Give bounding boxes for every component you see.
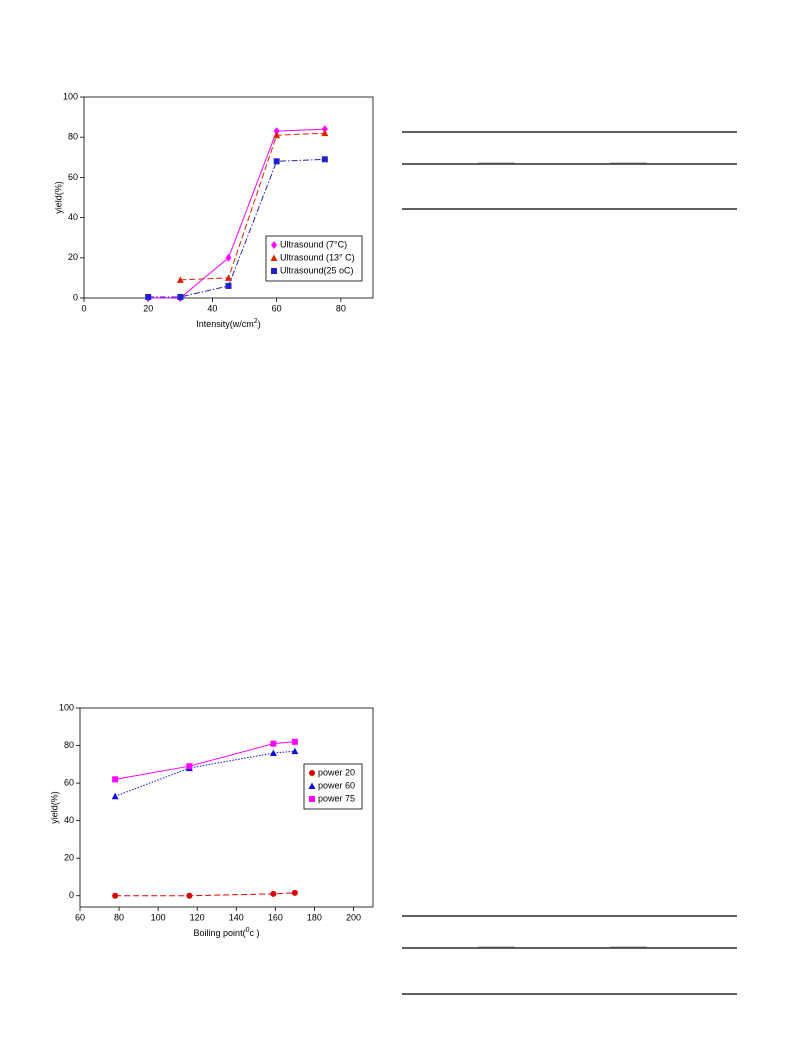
marker: [309, 770, 315, 776]
y-tick-label: 0: [73, 292, 78, 302]
marker: [291, 738, 298, 745]
x-tick-label: 180: [307, 912, 322, 922]
y-tick-label: 100: [63, 91, 78, 101]
marker: [321, 129, 329, 137]
x-tick-label: 80: [336, 303, 346, 313]
x-axis-label-part: Boiling point(: [194, 928, 246, 938]
y-tick-label: 60: [64, 777, 74, 787]
marker: [273, 158, 280, 165]
marker: [270, 254, 278, 261]
y-tick-label: 20: [68, 252, 78, 262]
x-tick-label: 80: [114, 912, 124, 922]
series-line: [115, 892, 295, 897]
y-axis-label: yield(%): [53, 181, 63, 214]
marker: [186, 763, 193, 770]
marker: [291, 889, 298, 896]
y-tick-label: 60: [68, 172, 78, 182]
legend-label: Ultrasound (7°C): [280, 239, 347, 249]
marker: [177, 293, 184, 300]
x-axis-label-part: Intensity(w/cm: [196, 319, 254, 329]
marker: [269, 749, 277, 757]
marker: [186, 892, 193, 899]
y-tick-label: 40: [64, 815, 74, 825]
marker: [291, 747, 299, 755]
table-rules-bottom: [402, 915, 737, 995]
marker: [270, 740, 277, 747]
marker: [145, 293, 152, 300]
y-tick-label: 100: [59, 702, 74, 712]
marker: [225, 253, 232, 262]
x-tick-label: 120: [190, 912, 205, 922]
legend-label: power 60: [318, 780, 355, 790]
y-tick-label: 0: [69, 890, 74, 900]
marker: [308, 782, 316, 789]
x-axis-label-part: c ): [249, 928, 259, 938]
marker: [321, 156, 328, 163]
series-line: [115, 741, 295, 780]
marker: [273, 127, 280, 136]
x-tick-label: 60: [75, 912, 85, 922]
y-tick-label: 40: [68, 212, 78, 222]
y-tick-label: 80: [68, 132, 78, 142]
legend-label: power 75: [318, 793, 355, 803]
x-axis-label: Intensity(w/cm2): [196, 318, 260, 330]
marker: [112, 776, 119, 783]
legend-label: Ultrasound (13° C): [280, 252, 355, 262]
chart: 0 20 40 60 80 100 60 80 100 120 140 160 180 200 yield(…: [49, 702, 374, 939]
plot-frame: [83, 96, 374, 299]
y-tick-label: 80: [64, 740, 74, 750]
marker: [271, 241, 277, 249]
legend-label: power 20: [318, 767, 355, 777]
x-tick-label: 0: [81, 303, 86, 313]
marker: [112, 892, 119, 899]
series-line: [114, 750, 295, 797]
x-axis-label: Boiling point(0c ): [194, 927, 260, 939]
plot-frame: [79, 707, 374, 908]
x-tick-label: 40: [207, 303, 217, 313]
x-tick-label: 140: [229, 912, 244, 922]
marker: [270, 890, 277, 897]
y-axis-label: yield(%): [49, 791, 59, 824]
chart: 0 20 40 60 80 100 0 20 40 60 80 yield(%) Intensity(w…: [53, 91, 374, 330]
x-tick-label: 100: [151, 912, 166, 922]
marker: [321, 125, 328, 134]
y-tick-label: 20: [64, 853, 74, 863]
x-tick-label: 200: [346, 912, 361, 922]
table-rules-top: [402, 131, 737, 210]
legend-box: [265, 235, 363, 282]
legend-label: Ultrasound(25 oC): [280, 265, 354, 275]
x-axis-label-part: 0: [246, 927, 250, 934]
x-tick-label: 60: [272, 303, 282, 313]
marker: [273, 131, 281, 139]
marker: [111, 792, 119, 800]
x-axis-label-part: ): [258, 319, 261, 329]
x-axis-label-part: 2: [254, 318, 258, 325]
x-tick-label: 20: [143, 303, 153, 313]
marker: [225, 274, 232, 281]
marker: [271, 268, 277, 274]
marker: [176, 276, 184, 283]
marker: [309, 796, 315, 802]
marker: [225, 282, 232, 289]
x-tick-label: 160: [268, 912, 283, 922]
